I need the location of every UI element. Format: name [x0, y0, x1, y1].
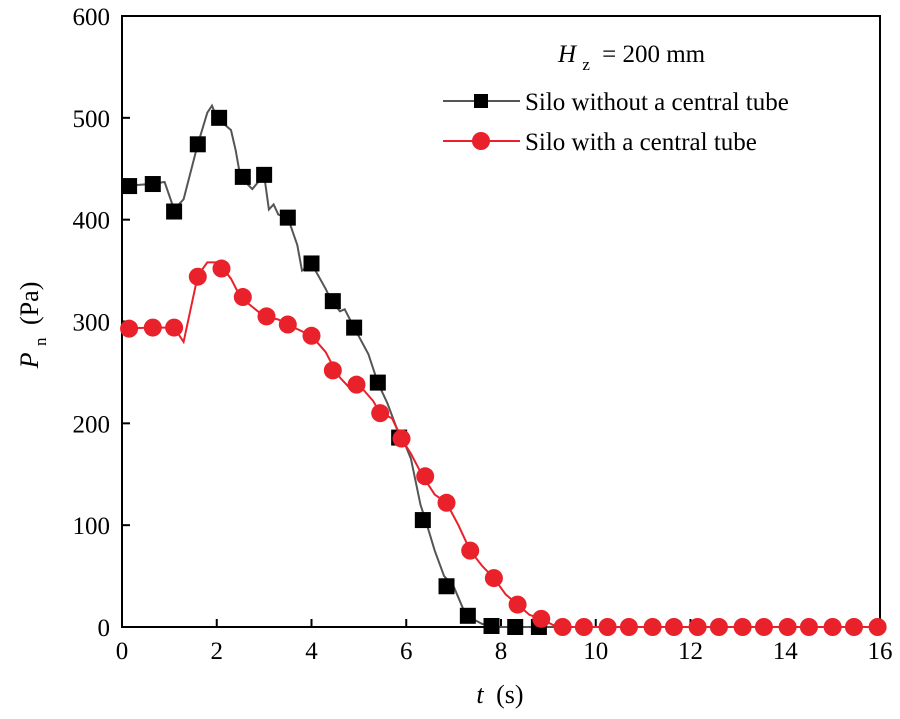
legend-entry-with-tube: Silo with a central tube — [443, 129, 757, 156]
data-point-circle — [778, 618, 797, 636]
data-point-circle — [143, 318, 162, 337]
y-tick-label: 100 — [73, 513, 111, 540]
data-point-square — [438, 578, 455, 595]
x-tick-label: 0 — [116, 638, 129, 665]
y-axis-title: P n (Pa) — [15, 282, 52, 370]
data-point-circle — [347, 375, 366, 394]
x-tick-label: 6 — [400, 638, 413, 665]
data-point-circle — [302, 326, 321, 345]
x-tick-label: 8 — [495, 638, 508, 665]
x-tick-label: 2 — [211, 638, 224, 665]
data-point-square — [507, 619, 524, 635]
data-point-circle — [754, 618, 773, 636]
legend-marker-circle — [472, 132, 490, 150]
data-point-circle — [799, 618, 818, 636]
y-tick-label: 500 — [73, 106, 111, 133]
data-point-circle — [278, 315, 297, 334]
data-point-circle — [323, 361, 342, 380]
series-layer — [120, 103, 887, 636]
data-point-square — [459, 607, 476, 624]
data-point-square — [144, 176, 161, 193]
data-point-circle — [688, 618, 707, 636]
legend-entry-without-tube: Silo without a central tube — [443, 89, 789, 116]
data-point-square — [346, 319, 363, 336]
data-point-square — [211, 109, 228, 126]
x-axis-title: t (s) — [476, 680, 523, 709]
series-0 — [121, 103, 880, 635]
data-point-square — [303, 255, 320, 272]
data-point-circle — [437, 493, 456, 512]
x-tick-label: 14 — [773, 638, 799, 665]
data-point-circle — [643, 618, 662, 636]
data-point-circle — [508, 595, 527, 614]
data-point-circle — [212, 259, 231, 278]
data-point-circle — [709, 618, 728, 636]
x-tick-label: 12 — [678, 638, 703, 665]
y-tick-label: 600 — [73, 4, 111, 31]
data-point-square — [414, 512, 431, 529]
data-point-circle — [574, 618, 593, 636]
y-tick-label: 0 — [98, 615, 111, 642]
data-point-circle — [733, 618, 752, 636]
data-point-square — [121, 178, 138, 195]
data-point-square — [279, 209, 296, 226]
x-tick-label: 10 — [583, 638, 608, 665]
data-point-circle — [844, 618, 863, 636]
series-line-1 — [121, 261, 880, 628]
legend-label-with-tube: Silo with a central tube — [525, 129, 757, 156]
data-point-circle — [532, 609, 551, 628]
legend-marker-square — [474, 94, 488, 108]
y-tick-label: 300 — [73, 310, 111, 337]
data-point-square — [234, 168, 251, 185]
data-point-circle — [664, 618, 683, 636]
data-point-square — [324, 293, 341, 310]
data-point-circle — [416, 467, 435, 486]
legend: Silo without a central tube Silo with a … — [443, 89, 789, 156]
data-point-circle — [619, 618, 638, 636]
data-point-square — [369, 374, 386, 391]
series-1 — [120, 259, 887, 636]
y-tick-label: 400 — [73, 208, 111, 235]
data-point-circle — [823, 618, 842, 636]
x-tick-label: 4 — [305, 638, 318, 665]
data-point-circle — [461, 541, 480, 560]
data-point-circle — [392, 429, 411, 448]
data-point-circle — [598, 618, 617, 636]
data-point-circle — [165, 318, 184, 337]
data-point-circle — [233, 288, 252, 307]
y-tick-label: 200 — [73, 411, 111, 438]
data-point-circle — [868, 618, 887, 636]
data-point-circle — [120, 319, 139, 338]
data-point-circle — [257, 307, 276, 326]
data-point-square — [166, 203, 183, 220]
data-point-circle — [484, 569, 503, 588]
data-point-circle — [553, 618, 572, 636]
data-point-circle — [371, 404, 390, 423]
annotation-hz: H z = 200 mm — [557, 41, 706, 76]
legend-label-without-tube: Silo without a central tube — [525, 89, 789, 116]
x-tick-label: 16 — [868, 638, 893, 665]
data-point-square — [483, 617, 500, 634]
data-point-circle — [188, 267, 207, 286]
data-point-square — [189, 136, 206, 153]
data-point-square — [256, 166, 273, 183]
